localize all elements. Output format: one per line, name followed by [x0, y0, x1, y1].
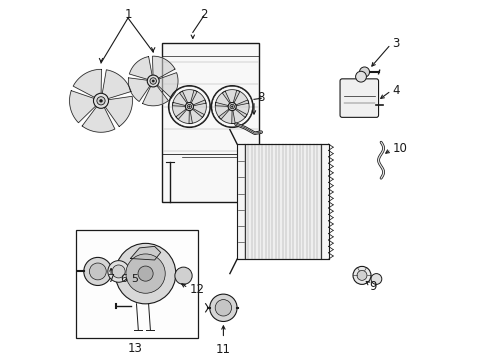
Circle shape	[175, 267, 192, 284]
Circle shape	[89, 263, 106, 280]
Circle shape	[84, 257, 112, 285]
FancyBboxPatch shape	[340, 79, 379, 117]
Bar	[320, 144, 328, 259]
Polygon shape	[130, 246, 161, 260]
Circle shape	[228, 103, 236, 111]
Circle shape	[97, 97, 105, 105]
Circle shape	[108, 261, 129, 282]
Circle shape	[99, 99, 102, 102]
Text: 4: 4	[392, 84, 400, 96]
Circle shape	[150, 78, 156, 84]
Polygon shape	[219, 109, 235, 123]
Polygon shape	[73, 69, 101, 98]
Polygon shape	[222, 90, 240, 104]
Circle shape	[353, 266, 371, 284]
Circle shape	[94, 93, 108, 108]
Circle shape	[215, 300, 232, 316]
Circle shape	[126, 254, 165, 293]
Polygon shape	[191, 90, 206, 106]
Bar	[245, 144, 320, 259]
Circle shape	[357, 270, 367, 280]
Polygon shape	[192, 100, 206, 117]
Circle shape	[371, 274, 382, 284]
Polygon shape	[128, 78, 150, 102]
Text: 3: 3	[392, 37, 400, 50]
Polygon shape	[82, 106, 115, 132]
Polygon shape	[102, 70, 131, 99]
Polygon shape	[172, 102, 187, 119]
Text: 6: 6	[120, 274, 127, 284]
Polygon shape	[152, 56, 175, 78]
Text: 9: 9	[369, 280, 376, 293]
Text: 5: 5	[131, 274, 138, 284]
Polygon shape	[235, 100, 249, 117]
Circle shape	[230, 104, 234, 109]
Circle shape	[152, 80, 154, 82]
Polygon shape	[129, 57, 152, 80]
Bar	[76, 230, 198, 338]
Text: 10: 10	[392, 142, 408, 155]
Text: 8: 8	[258, 91, 265, 104]
Polygon shape	[176, 109, 193, 123]
Bar	[237, 144, 245, 259]
Text: 13: 13	[128, 342, 143, 355]
Circle shape	[187, 104, 192, 109]
Polygon shape	[189, 108, 204, 123]
Polygon shape	[172, 91, 188, 107]
Polygon shape	[233, 90, 249, 106]
Text: 2: 2	[200, 8, 207, 21]
Circle shape	[210, 294, 237, 321]
Circle shape	[147, 75, 159, 87]
Polygon shape	[143, 85, 169, 106]
Polygon shape	[215, 102, 230, 119]
Circle shape	[231, 106, 233, 107]
Polygon shape	[179, 90, 197, 104]
Polygon shape	[215, 91, 231, 107]
Text: 12: 12	[189, 283, 204, 296]
Text: 1: 1	[124, 8, 132, 21]
Circle shape	[138, 266, 153, 281]
Circle shape	[356, 71, 367, 82]
Text: 7: 7	[107, 274, 115, 284]
Circle shape	[189, 106, 190, 107]
Text: 11: 11	[216, 343, 231, 356]
Circle shape	[115, 243, 176, 304]
Circle shape	[185, 103, 194, 111]
Polygon shape	[232, 108, 247, 123]
Bar	[162, 43, 259, 202]
Circle shape	[112, 265, 125, 278]
Circle shape	[360, 67, 369, 77]
Polygon shape	[157, 73, 178, 98]
Polygon shape	[105, 96, 132, 126]
Polygon shape	[70, 91, 96, 123]
